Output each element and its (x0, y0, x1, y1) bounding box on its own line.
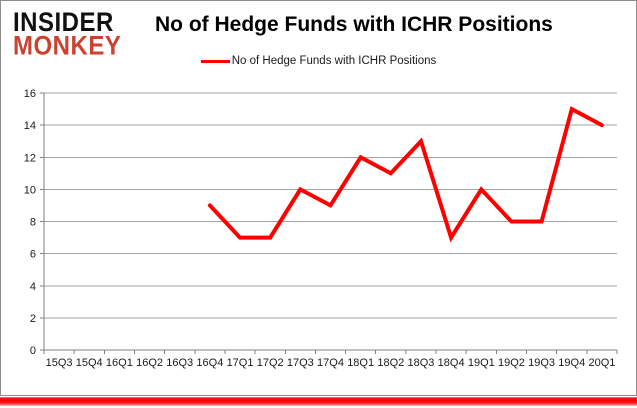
x-axis-tick-label: 18Q4 (438, 357, 465, 369)
logo-text-monkey: MONKEY (13, 31, 122, 62)
insider-monkey-logo: INSIDER MONKEY (13, 7, 122, 62)
logo-text-insider: INSIDER (13, 7, 114, 38)
y-axis-tick-label: 12 (24, 152, 36, 164)
x-axis-tick-label: 19Q3 (528, 357, 555, 369)
y-axis-tick-label: 6 (30, 249, 36, 261)
y-axis-tick-label: 10 (24, 184, 36, 196)
x-axis-tick-label: 16Q1 (106, 357, 133, 369)
line-chart-plot: 0 2 4 6 8 10 12 14 16 15Q3 15Q4 16Q1 16Q2 16Q3 16Q4 17Q… (24, 88, 618, 369)
x-axis-tick-label: 16Q2 (136, 357, 163, 369)
y-axis-tick-label: 4 (30, 281, 36, 293)
x-axis-tick-label: 19Q4 (558, 357, 585, 369)
x-axis-tick-label: 17Q3 (287, 357, 314, 369)
x-axis-tick-label: 17Q4 (317, 357, 344, 369)
x-axis-tick-label: 15Q3 (46, 357, 73, 369)
y-axis-tick-label: 16 (24, 88, 36, 100)
legend-line-swatch-icon (200, 59, 230, 63)
y-axis-tick-label: 8 (30, 217, 36, 229)
x-axis-tick-label: 16Q4 (196, 357, 223, 369)
legend-label: No of Hedge Funds with ICHR Positions (231, 55, 437, 67)
x-axis-tick-label: 18Q1 (347, 357, 374, 369)
chart-legend: No of Hedge Funds with ICHR Positions (0, 55, 637, 67)
x-axis-tick-label: 15Q4 (76, 357, 103, 369)
x-axis-tick-label: 18Q3 (408, 357, 435, 369)
x-axis-tick-label: 19Q2 (498, 357, 525, 369)
y-axis-tick-label: 2 (30, 313, 36, 325)
y-axis-tick-label: 14 (24, 120, 36, 132)
x-axis-tick-label: 17Q1 (227, 357, 254, 369)
y-axis-tick-label: 0 (30, 345, 36, 357)
x-axis-tick-label: 20Q1 (588, 357, 615, 369)
x-axis-tick-label: 18Q2 (377, 357, 404, 369)
x-axis-tick-label: 16Q3 (166, 357, 193, 369)
chart-title: No of Hedge Funds with ICHR Positions (155, 13, 553, 36)
data-series-line (207, 106, 604, 243)
x-axis-tick-label: 17Q2 (257, 357, 284, 369)
bottom-red-bar (0, 397, 637, 406)
x-axis-tick-label: 19Q1 (468, 357, 495, 369)
